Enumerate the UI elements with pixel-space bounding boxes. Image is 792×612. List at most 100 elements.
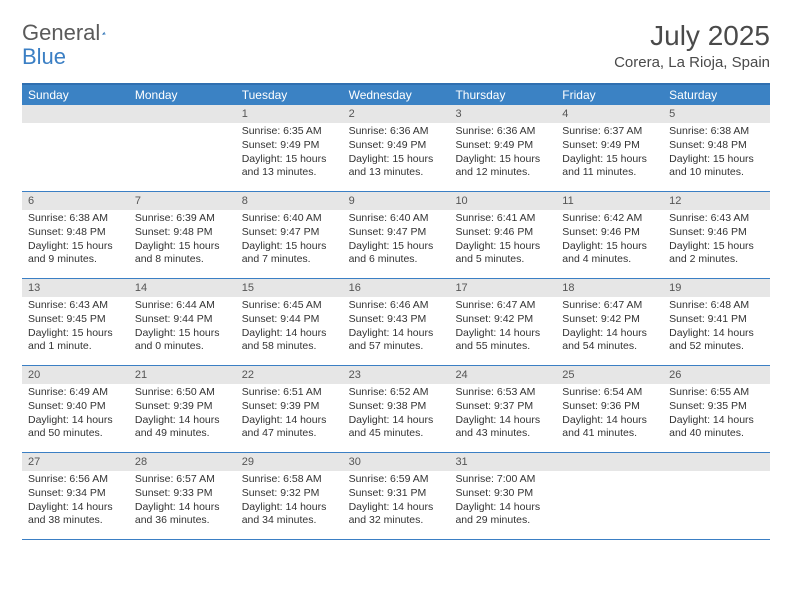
day-number: 6 xyxy=(22,192,129,210)
daylight-line: Daylight: 14 hours and 43 minutes. xyxy=(455,414,550,441)
daylight-line: Daylight: 15 hours and 11 minutes. xyxy=(562,153,657,180)
daylight-line: Daylight: 15 hours and 10 minutes. xyxy=(669,153,764,180)
day-number: 11 xyxy=(556,192,663,210)
daylight-line: Daylight: 14 hours and 45 minutes. xyxy=(349,414,444,441)
sunrise-line: Sunrise: 6:43 AM xyxy=(669,212,764,226)
day-number xyxy=(663,453,770,471)
day-header-wednesday: Wednesday xyxy=(343,85,450,105)
day-number: 27 xyxy=(22,453,129,471)
day-number: 23 xyxy=(343,366,450,384)
daylight-line: Daylight: 14 hours and 34 minutes. xyxy=(242,501,337,528)
sunset-line: Sunset: 9:38 PM xyxy=(349,400,444,414)
cell-body: Sunrise: 6:53 AMSunset: 9:37 PMDaylight:… xyxy=(449,384,556,445)
week-row: 6Sunrise: 6:38 AMSunset: 9:48 PMDaylight… xyxy=(22,192,770,279)
day-header-tuesday: Tuesday xyxy=(236,85,343,105)
sunset-line: Sunset: 9:49 PM xyxy=(349,139,444,153)
sunset-line: Sunset: 9:48 PM xyxy=(669,139,764,153)
daylight-line: Daylight: 15 hours and 13 minutes. xyxy=(242,153,337,180)
sunrise-line: Sunrise: 6:57 AM xyxy=(135,473,230,487)
sunrise-line: Sunrise: 6:50 AM xyxy=(135,386,230,400)
sunset-line: Sunset: 9:46 PM xyxy=(669,226,764,240)
day-number: 9 xyxy=(343,192,450,210)
sunrise-line: Sunrise: 6:56 AM xyxy=(28,473,123,487)
calendar-cell xyxy=(556,453,663,539)
sunrise-line: Sunrise: 6:35 AM xyxy=(242,125,337,139)
cell-body: Sunrise: 7:00 AMSunset: 9:30 PMDaylight:… xyxy=(449,471,556,532)
sunrise-line: Sunrise: 6:42 AM xyxy=(562,212,657,226)
cell-body: Sunrise: 6:43 AMSunset: 9:46 PMDaylight:… xyxy=(663,210,770,271)
day-number: 30 xyxy=(343,453,450,471)
sunset-line: Sunset: 9:46 PM xyxy=(562,226,657,240)
day-number: 26 xyxy=(663,366,770,384)
daylight-line: Daylight: 15 hours and 6 minutes. xyxy=(349,240,444,267)
day-number: 7 xyxy=(129,192,236,210)
day-number: 4 xyxy=(556,105,663,123)
calendar-cell: 2Sunrise: 6:36 AMSunset: 9:49 PMDaylight… xyxy=(343,105,450,191)
day-number xyxy=(129,105,236,123)
calendar-cell: 20Sunrise: 6:49 AMSunset: 9:40 PMDayligh… xyxy=(22,366,129,452)
logo: General xyxy=(22,20,126,46)
day-number: 14 xyxy=(129,279,236,297)
day-number: 5 xyxy=(663,105,770,123)
calendar-cell: 3Sunrise: 6:36 AMSunset: 9:49 PMDaylight… xyxy=(449,105,556,191)
calendar-cell xyxy=(22,105,129,191)
day-header-sunday: Sunday xyxy=(22,85,129,105)
calendar-cell: 7Sunrise: 6:39 AMSunset: 9:48 PMDaylight… xyxy=(129,192,236,278)
day-number: 13 xyxy=(22,279,129,297)
sunset-line: Sunset: 9:45 PM xyxy=(28,313,123,327)
day-number: 31 xyxy=(449,453,556,471)
week-row: 13Sunrise: 6:43 AMSunset: 9:45 PMDayligh… xyxy=(22,279,770,366)
calendar-cell: 25Sunrise: 6:54 AMSunset: 9:36 PMDayligh… xyxy=(556,366,663,452)
calendar-cell: 19Sunrise: 6:48 AMSunset: 9:41 PMDayligh… xyxy=(663,279,770,365)
sunset-line: Sunset: 9:39 PM xyxy=(242,400,337,414)
cell-body: Sunrise: 6:45 AMSunset: 9:44 PMDaylight:… xyxy=(236,297,343,358)
sunrise-line: Sunrise: 6:44 AM xyxy=(135,299,230,313)
day-number: 3 xyxy=(449,105,556,123)
cell-body: Sunrise: 6:44 AMSunset: 9:44 PMDaylight:… xyxy=(129,297,236,358)
sunset-line: Sunset: 9:36 PM xyxy=(562,400,657,414)
logo-text-general: General xyxy=(22,20,100,46)
cell-body: Sunrise: 6:38 AMSunset: 9:48 PMDaylight:… xyxy=(663,123,770,184)
daylight-line: Daylight: 14 hours and 52 minutes. xyxy=(669,327,764,354)
calendar-cell: 22Sunrise: 6:51 AMSunset: 9:39 PMDayligh… xyxy=(236,366,343,452)
week-row: 27 Sunrise: 6:56 AMSunset: 9:34 PM Dayligh… xyxy=(22,453,770,540)
month-title: July 2025 xyxy=(614,20,770,52)
cell-body: Sunrise: 6:42 AMSunset: 9:46 PMDaylight:… xyxy=(556,210,663,271)
sunset-line: Sunset: 9:46 PM xyxy=(455,226,550,240)
sunset-line: Sunset: 9:34 PM xyxy=(28,487,123,501)
day-header-saturday: Saturday xyxy=(663,85,770,105)
cell-body: Sunrise: 6:55 AMSunset: 9:35 PMDaylight:… xyxy=(663,384,770,445)
day-number: 12 xyxy=(663,192,770,210)
calendar-cell: 12Sunrise: 6:43 AMSunset: 9:46 PMDayligh… xyxy=(663,192,770,278)
sunset-line: Sunset: 9:35 PM xyxy=(669,400,764,414)
calendar-cell: 28Sunrise: 6:57 AMSunset: 9:33 PMDayligh… xyxy=(129,453,236,539)
cell-body: Sunrise: 6:41 AMSunset: 9:46 PMDaylight:… xyxy=(449,210,556,271)
calendar-cell: 11Sunrise: 6:42 AMSunset: 9:46 PMDayligh… xyxy=(556,192,663,278)
day-number: 17 xyxy=(449,279,556,297)
sunrise-line: Sunrise: 6:43 AM xyxy=(28,299,123,313)
cell-body: Sunrise: 6:52 AMSunset: 9:38 PMDaylight:… xyxy=(343,384,450,445)
sunrise-line: Sunrise: 6:37 AM xyxy=(562,125,657,139)
calendar-cell: 10Sunrise: 6:41 AMSunset: 9:46 PMDayligh… xyxy=(449,192,556,278)
calendar-cell: 30Sunrise: 6:59 AMSunset: 9:31 PMDayligh… xyxy=(343,453,450,539)
daylight-line: Daylight: 14 hours and 57 minutes. xyxy=(349,327,444,354)
daylight-line: Daylight: 15 hours and 7 minutes. xyxy=(242,240,337,267)
sunset-line: Sunset: 9:31 PM xyxy=(349,487,444,501)
daylight-line: Daylight: 15 hours and 1 minute. xyxy=(28,327,123,354)
sunrise-line: Sunrise: 6:59 AM xyxy=(349,473,444,487)
day-number: 24 xyxy=(449,366,556,384)
day-number: 2 xyxy=(343,105,450,123)
daylight-line: Daylight: 14 hours and 41 minutes. xyxy=(562,414,657,441)
day-number: 8 xyxy=(236,192,343,210)
daylight-line: Daylight: 14 hours and 36 minutes. xyxy=(135,501,230,528)
calendar-cell: 26Sunrise: 6:55 AMSunset: 9:35 PMDayligh… xyxy=(663,366,770,452)
calendar-cell: 24Sunrise: 6:53 AMSunset: 9:37 PMDayligh… xyxy=(449,366,556,452)
daylight-line: Daylight: 14 hours and 50 minutes. xyxy=(28,414,123,441)
sunset-line: Sunset: 9:44 PM xyxy=(242,313,337,327)
calendar-cell: 1Sunrise: 6:35 AMSunset: 9:49 PMDaylight… xyxy=(236,105,343,191)
day-headers-row: SundayMondayTuesdayWednesdayThursdayFrid… xyxy=(22,85,770,105)
sunrise-line: Sunrise: 7:00 AM xyxy=(455,473,550,487)
day-number: 1 xyxy=(236,105,343,123)
cell-body: Sunrise: 6:39 AMSunset: 9:48 PMDaylight:… xyxy=(129,210,236,271)
sunrise-line: Sunrise: 6:52 AM xyxy=(349,386,444,400)
